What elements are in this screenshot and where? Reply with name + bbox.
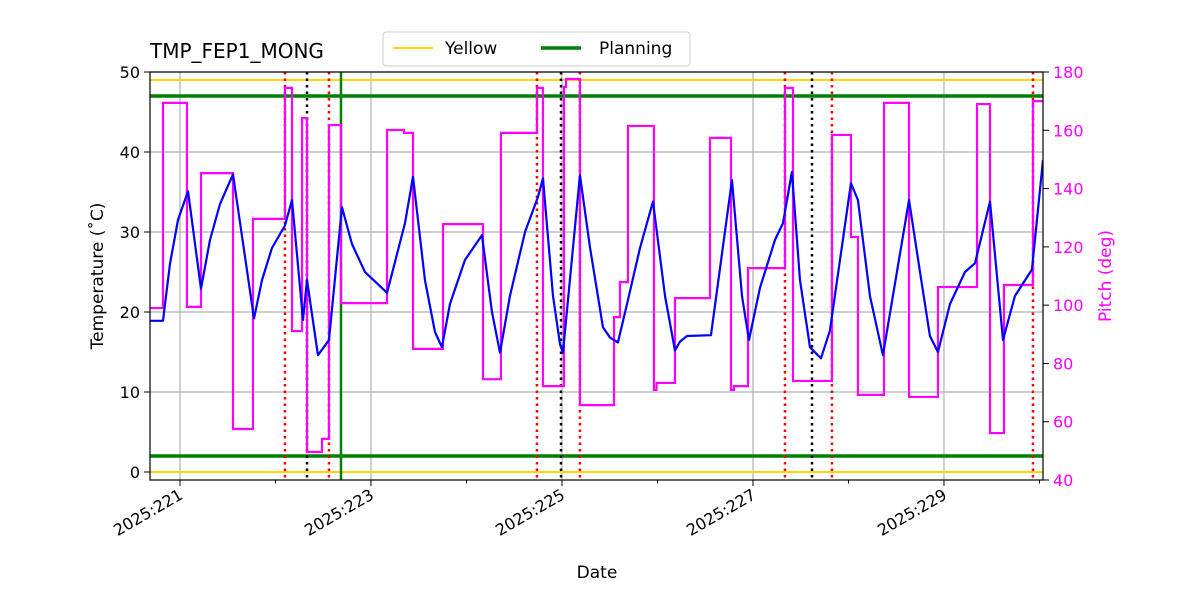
y-tick-label: 50 — [120, 63, 140, 82]
y-axis-right: 40 60 80 100 120 140 160 180 — [1043, 63, 1084, 490]
chart-title: TMP_FEP1_MONG — [149, 39, 324, 63]
y2-tick-label: 140 — [1053, 180, 1084, 199]
plot-frame — [149, 71, 1044, 481]
x-tick-label: 2025:227 — [683, 485, 759, 540]
y-axis-label: Temperature (˚C) — [87, 203, 108, 351]
x-axis-label: Date — [577, 563, 618, 583]
y2-tick-label: 60 — [1053, 413, 1073, 432]
y-tick-label: 40 — [120, 143, 140, 162]
x-tick-label: 2025:229 — [874, 485, 950, 540]
legend-planning-label: Planning — [599, 39, 672, 59]
pitch-series-line — [150, 77, 1043, 454]
x-tick-label: 2025:223 — [301, 485, 377, 540]
y2-tick-label: 180 — [1053, 63, 1084, 82]
y2-tick-label: 160 — [1053, 121, 1084, 140]
x-tick-label: 2025:225 — [492, 485, 568, 540]
legend: Yellow Planning — [382, 31, 691, 67]
y2-tick-label: 40 — [1053, 471, 1073, 490]
y2-tick-label: 100 — [1053, 296, 1084, 315]
series — [150, 77, 1043, 454]
legend-yellow-label: Yellow — [444, 39, 497, 59]
y-tick-label: 0 — [130, 463, 140, 482]
x-tick-label: 2025:221 — [110, 485, 186, 540]
x-axis: 2025:221 2025:223 2025:225 2025:227 2025:229 — [110, 480, 1040, 540]
y-tick-label: 10 — [120, 383, 140, 402]
limit-lines — [150, 79, 1043, 473]
temperature-series-line — [150, 159, 1043, 360]
y-tick-label: 20 — [120, 303, 140, 322]
y2-tick-label: 80 — [1053, 354, 1073, 373]
y-tick-label: 30 — [120, 223, 140, 242]
y2-axis-label: Pitch (deg) — [1096, 230, 1116, 322]
y2-tick-label: 120 — [1053, 238, 1084, 257]
y-axis-left: 0 10 20 30 40 50 — [120, 63, 150, 482]
